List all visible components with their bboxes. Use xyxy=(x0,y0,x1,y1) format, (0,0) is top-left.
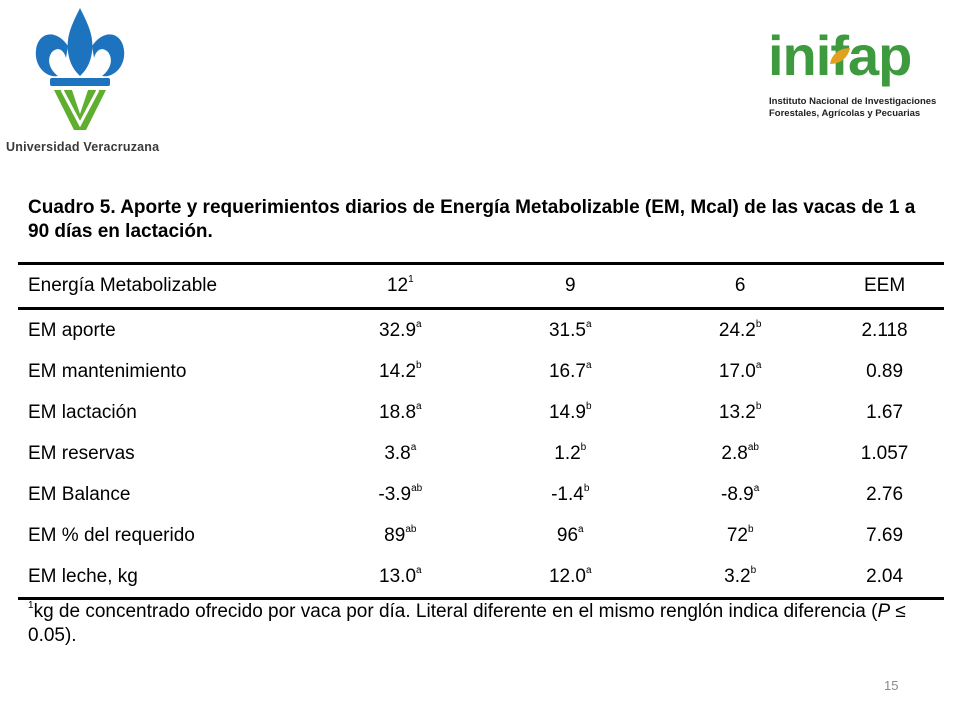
inifap-subtitle: Instituto Nacional de Investigaciones Fo… xyxy=(769,96,936,120)
row-label: EM % del requerido xyxy=(28,524,195,546)
footnote-p-symbol: P xyxy=(877,601,891,622)
table-cell: 89ab xyxy=(384,523,417,546)
table-row: EM % del requerido 89ab 96a 72b 7.69 xyxy=(18,515,944,556)
table-cell: 7.69 xyxy=(866,524,904,546)
table-cell: 2.04 xyxy=(866,565,904,587)
table-cell: 1.67 xyxy=(866,401,904,423)
table-row: EM Balance -3.9ab -1.4b -8.9a 2.76 xyxy=(18,474,944,515)
table-row: EM lactación 18.8a 14.9b 13.2b 1.67 xyxy=(18,392,944,433)
table-cell: -8.9a xyxy=(721,482,760,505)
table-cell: 3.2b xyxy=(724,564,757,587)
table-cell: 13.2b xyxy=(718,400,762,423)
row-label: EM mantenimiento xyxy=(28,360,187,382)
page-number: 15 xyxy=(884,678,899,693)
table-cell: 32.9a xyxy=(379,318,422,341)
row-label: EM reservas xyxy=(28,442,135,464)
footnote-text: kg de concentrado ofrecido por vaca por … xyxy=(33,601,878,622)
header-cell: EEM xyxy=(863,275,906,296)
table-cell: 96a xyxy=(556,523,584,546)
table-cell: 14.2b xyxy=(379,359,422,382)
table-cell: 3.8a xyxy=(384,441,417,464)
table-caption: Cuadro 5. Aporte y requerimientos diario… xyxy=(28,197,916,242)
table-cell: 17.0a xyxy=(718,359,762,382)
table-cell: 1.057 xyxy=(860,442,909,464)
table-cell: 12.0a xyxy=(548,564,592,587)
table-row: EM aporte 32.9a 31.5a 24.2b 2.118 xyxy=(18,309,944,352)
row-label: EM aporte xyxy=(28,319,116,341)
row-label: EM lactación xyxy=(28,401,137,423)
table-cell: 24.2b xyxy=(718,318,762,341)
table-cell: 2.76 xyxy=(866,483,904,505)
table-cell: 1.2b xyxy=(554,441,587,464)
energy-table: Energía Metabolizable 121 9 6 EEM EM apo… xyxy=(18,262,944,600)
inifap-subtitle-line1: Instituto Nacional de Investigaciones xyxy=(769,96,937,107)
table-cell: 2.118 xyxy=(861,319,908,341)
table-cell: 2.8ab xyxy=(721,441,759,464)
inifap-subtitle-line2: Forestales, Agrícolas y Pecuarias xyxy=(769,108,921,119)
table-cell: 72b xyxy=(726,523,754,546)
header-cell: 121 xyxy=(386,274,414,297)
universidad-veracruzana-logo: Universidad Veracruzana xyxy=(6,6,160,156)
row-label: EM Balance xyxy=(28,483,131,505)
footnote-p-rest: ≤ 0.05). xyxy=(28,601,906,646)
table-cell: -3.9ab xyxy=(378,482,423,505)
footnote-marker: 1 xyxy=(28,600,34,611)
table-cell: -1.4b xyxy=(551,482,590,505)
table-cell: 16.7a xyxy=(548,359,592,382)
table-row: EM reservas 3.8a 1.2b 2.8ab 1.057 xyxy=(18,433,944,474)
table-cell: 18.8a xyxy=(379,400,422,423)
table-cell: 0.89 xyxy=(866,360,904,382)
table-body: EM aporte 32.9a 31.5a 24.2b 2.118 EM mantenim… xyxy=(18,309,944,599)
table-header-row: Energía Metabolizable 121 9 6 EEM xyxy=(18,263,944,309)
table-row: EM leche, kg 13.0a 12.0a 3.2b 2.04 xyxy=(18,556,944,599)
footnote: 1kg de concentrado ofrecido por vaca por… xyxy=(28,600,940,648)
row-label: EM leche, kg xyxy=(28,565,138,587)
university-name: Universidad Veracruzana xyxy=(6,140,160,154)
table-cell: 31.5a xyxy=(548,318,592,341)
header-cell: 9 xyxy=(564,275,576,296)
table-row: EM mantenimiento 14.2b 16.7a 17.0a 0.89 xyxy=(18,351,944,392)
leaf-icon xyxy=(830,48,850,64)
table-cell: 14.9b xyxy=(548,400,592,423)
header-cell: Energía Metabolizable xyxy=(28,275,218,296)
inifap-logo: inifap Instituto Nacional de Investigaci… xyxy=(766,24,946,125)
table-cell: 13.0a xyxy=(379,564,422,587)
header-cell: 6 xyxy=(734,275,746,296)
fleur-de-lis-icon xyxy=(35,8,125,130)
